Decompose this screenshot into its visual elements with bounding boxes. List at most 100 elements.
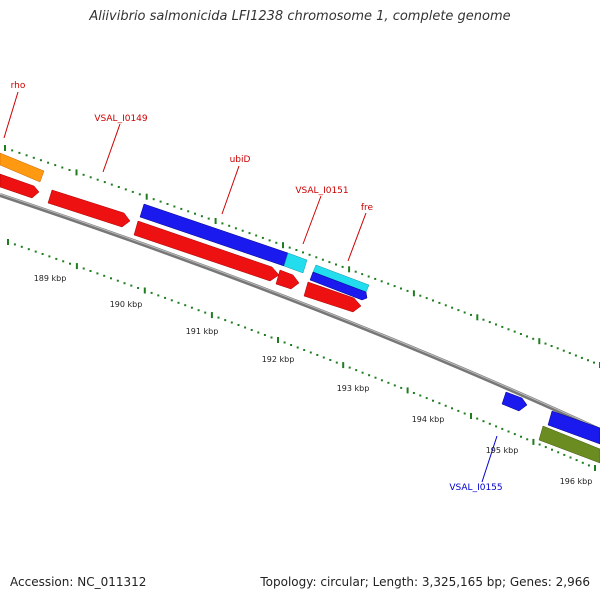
outer-tick <box>173 205 176 208</box>
scale-label-196: 196 kbp <box>560 477 593 486</box>
feature-track <box>0 152 600 464</box>
outer-tick <box>568 352 571 355</box>
outer-tick <box>234 227 237 230</box>
outer-tick <box>288 246 291 249</box>
inner-tick <box>368 374 371 377</box>
outer-tick <box>574 354 577 357</box>
inner-tick <box>526 438 529 441</box>
inner-tick <box>296 346 299 349</box>
inner-tick <box>217 316 220 319</box>
scale-label-189: 189 kbp <box>34 274 67 283</box>
outer-tick <box>526 335 528 338</box>
feature-red-small[interactable] <box>275 269 300 290</box>
outer-tick <box>328 261 331 264</box>
outer-tick <box>412 290 415 297</box>
inner-tick <box>361 371 364 374</box>
feature-right-olive[interactable] <box>538 425 600 464</box>
inner-tick <box>538 443 541 446</box>
inner-tick-row <box>7 239 596 471</box>
feature-red-fre[interactable] <box>303 281 362 313</box>
inner-tick <box>244 326 247 329</box>
gene-label-vsal-i0149[interactable]: VSAL_I0149 <box>94 114 148 124</box>
gene-label-rho[interactable]: rho <box>11 81 26 91</box>
feature-vsal-i0155[interactable] <box>501 391 528 412</box>
inner-tick <box>263 334 266 336</box>
inner-tick <box>116 279 119 282</box>
outer-tick <box>321 258 324 261</box>
inner-tick <box>520 435 522 438</box>
inner-tick <box>303 349 306 351</box>
outer-tick <box>532 337 535 340</box>
inner-tick <box>463 412 466 415</box>
outer-tick <box>255 234 258 237</box>
outer-tick <box>282 242 284 249</box>
inner-tick <box>75 263 78 270</box>
feature-red-long[interactable] <box>133 220 280 282</box>
inner-tick <box>250 329 253 331</box>
outer-tick <box>438 301 441 304</box>
inner-tick <box>137 287 140 289</box>
inner-tick <box>393 384 396 387</box>
outer-tick <box>180 207 183 210</box>
outer-tick <box>501 325 504 328</box>
inner-tick <box>89 270 92 272</box>
feature-fre[interactable] <box>309 271 368 301</box>
feature-vsal-i0149[interactable] <box>47 189 131 228</box>
inner-tick <box>557 451 560 454</box>
outer-tick <box>482 318 485 321</box>
inner-tick <box>444 404 447 407</box>
chromosome-backbone <box>0 193 600 432</box>
feature-right-blue[interactable] <box>547 410 600 445</box>
outer-tick <box>463 311 466 314</box>
inner-tick <box>123 282 126 285</box>
inner-tick <box>374 376 377 379</box>
inner-tick <box>482 420 485 423</box>
outer-tick <box>39 159 42 162</box>
outer-tick <box>308 253 311 256</box>
scale-labels: 189 kbp 190 kbp 191 kbp 192 kbp 193 kbp … <box>34 274 593 486</box>
feature-left-red[interactable] <box>0 173 40 199</box>
outer-tick <box>131 190 134 193</box>
outer-tick <box>145 193 148 200</box>
genome-stats-text: Topology: circular; Length: 3,325,165 bp… <box>260 575 590 589</box>
gene-label-vsal-i0155[interactable]: VSAL_I0155 <box>449 483 502 493</box>
outer-tick <box>221 222 224 225</box>
inner-tick <box>184 304 187 307</box>
inner-tick <box>110 277 112 280</box>
inner-tick <box>581 461 584 464</box>
inner-tick <box>419 394 422 397</box>
map-title: Aliivibrio salmonicida LFI1238 chromosom… <box>89 9 511 24</box>
outer-tick <box>348 266 351 273</box>
inner-tick <box>342 362 345 369</box>
inner-tick <box>197 309 200 312</box>
inner-tick <box>380 379 383 382</box>
outer-tick <box>556 347 559 350</box>
outer-tick <box>425 297 428 300</box>
feature-ubid-cyan[interactable] <box>283 252 308 274</box>
outer-tick <box>361 273 364 276</box>
outer-tick <box>593 361 595 364</box>
outer-tick <box>341 265 344 268</box>
gene-label-ubid[interactable]: ubiD <box>230 155 251 165</box>
outer-tick <box>207 217 210 220</box>
gene-label-vsal-i0151[interactable]: VSAL_I0151 <box>295 186 348 196</box>
outer-tick <box>432 299 434 302</box>
scale-label-192: 192 kbp <box>262 355 295 364</box>
outer-tick <box>32 156 35 159</box>
inner-tick <box>224 319 227 322</box>
connector-rho <box>3 91 19 139</box>
outer-tick <box>400 287 402 290</box>
outer-tick <box>302 251 304 254</box>
outer-tick <box>248 232 251 235</box>
feature-rho[interactable] <box>0 152 45 183</box>
inner-tick <box>177 301 180 304</box>
outer-tick <box>187 210 190 213</box>
inner-tick <box>82 267 85 270</box>
outer-tick <box>315 256 318 259</box>
outer-tick <box>11 149 14 152</box>
gene-label-fre[interactable]: fre <box>361 203 374 213</box>
inner-tick <box>488 422 491 425</box>
outer-tick <box>544 342 547 345</box>
outer-tick <box>488 321 491 324</box>
inner-tick <box>476 417 479 420</box>
